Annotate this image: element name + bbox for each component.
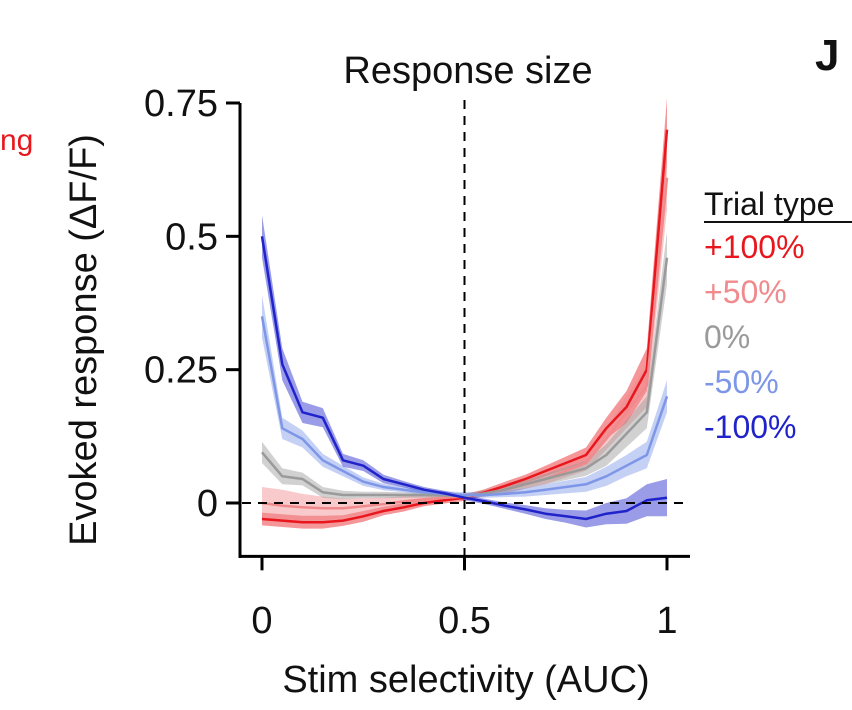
legend-item: +50% [704,274,787,310]
y-tick-label: 0.75 [144,83,218,125]
y-axis-label: Evoked response (ΔF/F) [63,134,105,546]
legend-item: 0% [704,319,750,355]
legend: Trial type +100% +50% 0% -50% -100% [704,186,852,445]
y-tick-label: 0.25 [144,350,218,392]
chart-title: Response size [343,50,592,92]
y-tick-label: 0.5 [165,216,218,258]
x-tick-label: 0 [251,600,272,642]
x-ticks: 0 0.5 1 [251,556,678,642]
y-tick-label: 0 [197,483,218,525]
legend-items: +100% +50% 0% -50% -100% [704,229,805,445]
legend-item: -100% [704,409,797,445]
legend-title: Trial type [704,186,834,222]
legend-item: +100% [704,229,805,265]
x-tick-label: 1 [656,600,677,642]
series-line--50% [260,316,669,497]
x-axis-label: Stim selectivity (AUC) [282,659,649,701]
series-line--100% [260,236,668,521]
legend-item: -50% [704,364,779,400]
series-lines [260,129,669,524]
y-ticks: 0 0.25 0.5 0.75 [144,83,240,525]
cropped-edge-text: ng [0,124,33,157]
panel-label: J [815,31,839,80]
x-tick-label: 0.5 [438,600,491,642]
